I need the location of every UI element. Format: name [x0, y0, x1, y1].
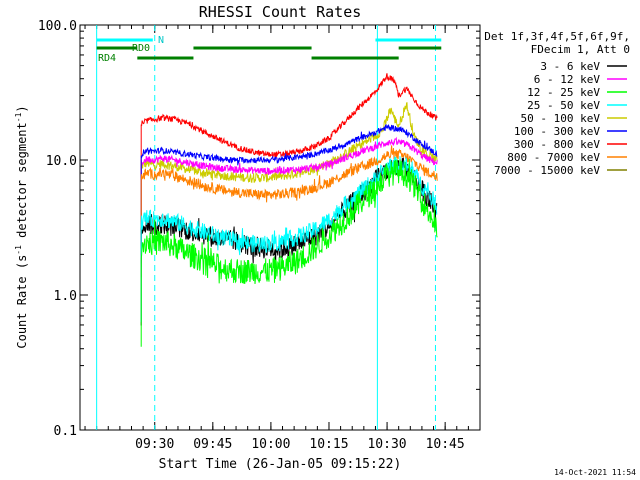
legend-entry-label: 300 - 800 keV: [514, 138, 600, 151]
x-tick-label: 10:00: [251, 437, 290, 452]
legend: Det 1f,3f,4f,5f,6f,9f, FDecim 1, Att 0 3…: [484, 30, 630, 177]
series-line: [140, 136, 438, 264]
attenuator-label: N: [158, 35, 164, 46]
legend-entry-label: 25 - 50 keV: [527, 99, 600, 112]
timestamp: 14-Oct-2021 11:54: [554, 468, 636, 477]
y-tick-label: 0.1: [54, 424, 77, 439]
plot-area: 100.0 10.0 1.0 0.1 09:30 09:45 10:00 10:15 10:30…: [38, 19, 481, 452]
y-axis-label-mid: detector segment: [15, 122, 29, 245]
series-line: [140, 158, 438, 347]
legend-entry-label: 800 - 7000 keV: [507, 151, 600, 164]
y-tick-label: 10.0: [46, 154, 77, 169]
legend-entry-label: 6 - 12 keV: [534, 73, 601, 86]
x-tick-label: 10:15: [309, 437, 348, 452]
series-line: [140, 156, 438, 323]
y-axis-label-end: ): [15, 105, 29, 112]
attenuator-label: RD0: [132, 43, 150, 54]
svg-text:Count Rate (s-1 detector segme: Count Rate (s-1 detector segment-1): [14, 105, 29, 348]
legend-header-1: Det 1f,3f,4f,5f,6f,9f,: [484, 30, 630, 43]
chart-title: RHESSI Count Rates: [199, 3, 362, 21]
series-line: [140, 145, 438, 278]
legend-header-2: FDecim 1, Att 0: [531, 43, 630, 56]
y-axis-label-exp1: -1: [14, 245, 23, 255]
plot-frame: [79, 24, 481, 431]
y-tick-label: 100.0: [38, 19, 77, 34]
legend-entry-label: 50 - 100 keV: [521, 112, 601, 125]
y-axis-label-main: Count Rate (s: [15, 255, 29, 349]
series-line: [140, 123, 438, 255]
x-tick-label: 10:30: [367, 437, 406, 452]
y-axis-label-exp2: -1: [14, 112, 23, 122]
y-tick-label: 1.0: [54, 289, 77, 304]
attenuator-label: RD4: [98, 53, 116, 64]
x-tick-label: 09:45: [193, 437, 232, 452]
x-tick-label: 09:30: [135, 437, 174, 452]
legend-entry-label: 3 - 6 keV: [540, 60, 600, 73]
legend-entry-label: 100 - 300 keV: [514, 125, 600, 138]
x-axis-label: Start Time (26-Jan-05 09:15:22): [159, 457, 402, 472]
series-line: [140, 102, 438, 267]
y-axis-label: Count Rate (s-1 detector segment-1): [14, 105, 29, 348]
legend-entry-label: 7000 - 15000 keV: [494, 164, 600, 177]
series-line: [140, 73, 438, 227]
x-tick-label: 10:45: [426, 437, 465, 452]
legend-entry-label: 12 - 25 keV: [527, 86, 600, 99]
